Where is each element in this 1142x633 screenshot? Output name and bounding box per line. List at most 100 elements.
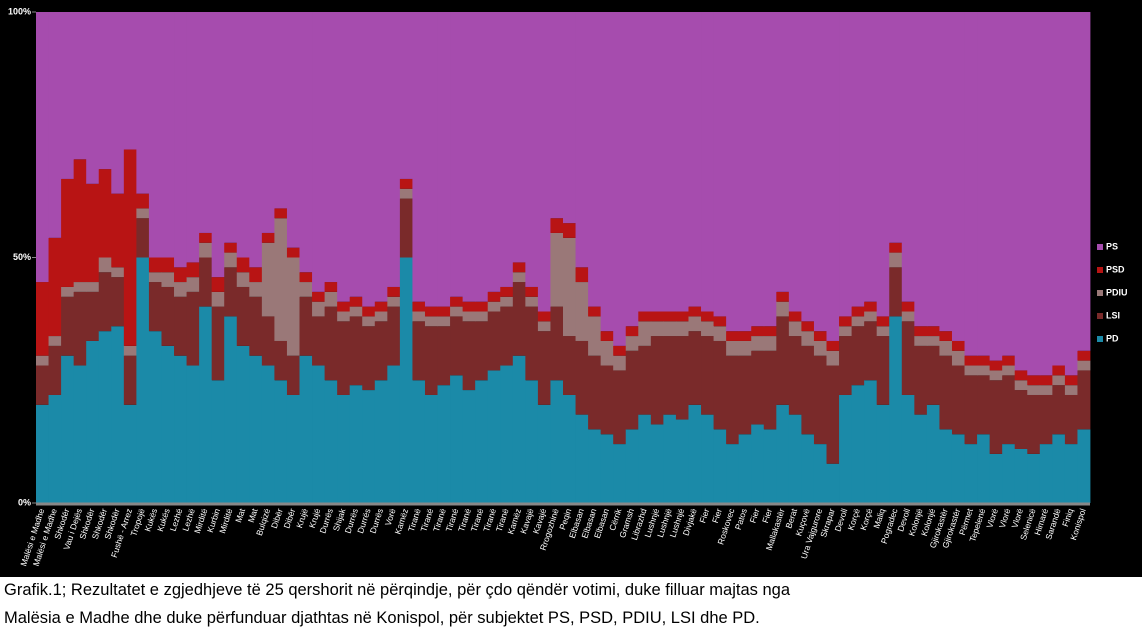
bar-segment xyxy=(73,291,87,366)
bar-segment xyxy=(148,331,162,503)
bar-segment xyxy=(324,291,338,307)
bar-segment xyxy=(926,336,940,346)
bar-segment xyxy=(462,301,476,312)
bar-segment xyxy=(638,311,652,322)
bar-segment xyxy=(387,306,401,366)
bar-segment xyxy=(776,291,790,302)
bar-segment xyxy=(437,385,451,503)
bar-segment xyxy=(1064,375,1078,386)
bar-segment xyxy=(688,316,702,332)
bar-segment xyxy=(939,429,953,503)
bar-segment xyxy=(901,394,915,503)
bar-segment xyxy=(512,12,526,263)
bar-segment xyxy=(650,424,664,503)
bar-segment xyxy=(638,414,652,503)
bar-segment xyxy=(500,306,514,366)
bar-segment xyxy=(374,301,388,312)
bar-segment xyxy=(437,326,451,386)
caption-line: Grafik.1; Rezultatet e zgjedhjeve të 25 … xyxy=(4,581,791,599)
bar-segment xyxy=(450,306,464,317)
bar-segment xyxy=(299,272,313,283)
bar-segment xyxy=(550,306,564,381)
bar-segment xyxy=(826,463,840,503)
bar-segment xyxy=(650,311,664,322)
bar-segment xyxy=(36,12,49,283)
bar-segment xyxy=(638,321,652,346)
bar-segment xyxy=(951,434,965,503)
bar-segment xyxy=(688,404,702,503)
bar-segment xyxy=(374,380,388,503)
bar-segment xyxy=(851,316,865,327)
bar-segment xyxy=(776,301,790,317)
bar-segment xyxy=(437,12,451,307)
bar-segment xyxy=(1077,370,1091,430)
bar-segment xyxy=(249,355,263,503)
bar-segment xyxy=(48,12,62,238)
bar-segment xyxy=(675,336,689,420)
bar-segment xyxy=(914,414,928,503)
bar-segment xyxy=(613,370,627,445)
bar-segment xyxy=(512,282,526,356)
bar-segment xyxy=(763,336,777,351)
bar-segment xyxy=(588,316,602,356)
bar-segment xyxy=(588,306,602,317)
bar-segment xyxy=(1014,370,1028,381)
bar-segment xyxy=(876,404,890,503)
bar-segment xyxy=(199,257,213,307)
bar-segment xyxy=(951,12,965,341)
bar-segment xyxy=(1039,12,1053,376)
bar-segment xyxy=(199,242,213,258)
bar-segment xyxy=(186,12,200,263)
bar-segment xyxy=(1039,385,1053,395)
bar-segment xyxy=(98,331,112,503)
bar-segment xyxy=(563,394,576,503)
bar-segment xyxy=(337,394,351,503)
bar-segment xyxy=(48,345,62,395)
bar-segment xyxy=(600,331,614,341)
bar-segment xyxy=(236,272,250,287)
bar-segment xyxy=(726,331,740,341)
bar-segment xyxy=(186,365,200,503)
bar-segment xyxy=(374,321,388,381)
bar-segment xyxy=(525,380,539,503)
bar-segment xyxy=(261,316,275,366)
bar-segment xyxy=(48,394,62,503)
bar-segment xyxy=(688,331,702,405)
bar-segment xyxy=(763,326,777,337)
bar-segment xyxy=(575,414,589,503)
bar-segment xyxy=(537,311,551,322)
bar-segment xyxy=(1014,448,1028,503)
bar-segment xyxy=(1002,444,1016,503)
y-tick-label: 0% xyxy=(18,497,31,507)
bar-segment xyxy=(424,316,438,327)
bar-segment xyxy=(236,257,250,273)
bar-segment xyxy=(1027,385,1041,395)
bar-segment xyxy=(450,316,464,376)
bar-segment xyxy=(851,306,865,317)
bar-segment xyxy=(249,282,263,297)
bar-segment xyxy=(86,282,100,292)
bar-segment xyxy=(274,380,288,503)
bar-segment xyxy=(174,282,187,297)
bar-segment xyxy=(951,350,965,366)
bar-segment xyxy=(901,321,915,395)
bar-segment xyxy=(675,12,689,312)
bar-segment xyxy=(73,282,87,292)
bar-segment xyxy=(663,311,677,322)
bar-segment xyxy=(939,355,953,430)
bar-segment xyxy=(801,12,815,322)
bar-segment xyxy=(211,306,225,381)
bar-segment xyxy=(299,296,313,356)
bar-segment xyxy=(249,296,263,356)
bar-segment xyxy=(713,316,727,327)
bar-segment xyxy=(1077,350,1091,361)
bar-segment xyxy=(224,242,238,253)
bar-segment xyxy=(1064,444,1078,503)
bar-segment xyxy=(73,159,87,283)
legend-swatch xyxy=(1097,290,1103,296)
bar-segment xyxy=(412,311,426,322)
legend-label: PD xyxy=(1106,333,1119,343)
bar-segment xyxy=(399,198,413,258)
bar-segment xyxy=(274,218,288,341)
bar-segment xyxy=(111,267,125,278)
